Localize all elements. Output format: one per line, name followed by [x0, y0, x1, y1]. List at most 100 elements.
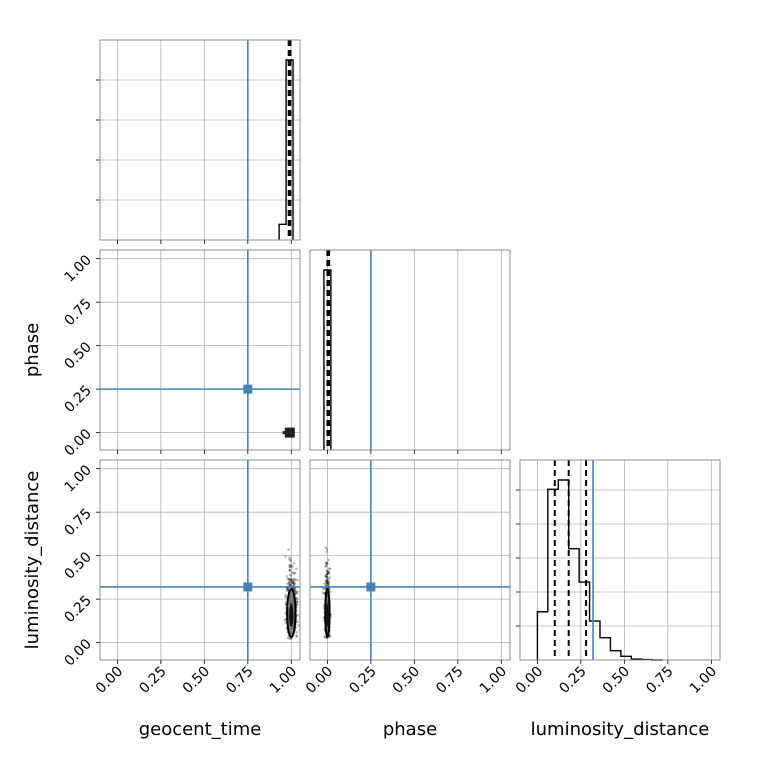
ytick-label-phase: 0.00	[61, 426, 94, 459]
sample-point	[326, 581, 329, 585]
truth-point-geocent_time_luminosity_distance	[243, 582, 253, 592]
xtick-label-phase: 1.00	[477, 664, 510, 697]
sample-point	[284, 621, 287, 624]
sample-point	[325, 572, 329, 576]
xtick-label-luminosity_distance: 0.50	[600, 664, 633, 697]
sample-point	[324, 561, 328, 565]
sample-point	[294, 578, 297, 581]
sample-point	[290, 563, 293, 567]
sample-point	[325, 569, 328, 572]
ytick-label-luminosity_distance: 0.00	[61, 636, 94, 669]
sample-point	[287, 577, 291, 580]
sample-point	[292, 562, 296, 565]
sample-point	[288, 637, 291, 640]
sample-point	[327, 571, 331, 575]
sample-point	[326, 570, 329, 573]
panel-frame-geocent_time	[99, 39, 301, 241]
xtick-label-phase: 0.25	[346, 664, 379, 697]
density-core	[326, 603, 329, 628]
sample-point	[327, 572, 330, 575]
sample-point	[294, 587, 297, 591]
sample-point	[324, 565, 327, 568]
sample-point	[326, 571, 329, 574]
sample-point	[328, 567, 332, 570]
sample-point	[284, 593, 287, 597]
sample-point	[325, 581, 329, 585]
sample-point	[292, 583, 296, 586]
sample-point	[287, 578, 291, 582]
xtick-label-geocent_time: 1.00	[267, 664, 300, 697]
ytick-label-luminosity_distance: 0.25	[61, 593, 94, 626]
sample-point	[288, 569, 291, 572]
sample-point	[286, 587, 290, 591]
sample-point	[285, 589, 288, 592]
sample-point	[323, 635, 327, 638]
xtick-label-luminosity_distance: 0.25	[556, 664, 589, 697]
sample-point	[292, 578, 295, 582]
sample-point	[295, 590, 299, 593]
sample-point	[328, 635, 331, 639]
sample-point	[293, 582, 296, 586]
sample-point	[325, 573, 328, 577]
sample-point	[294, 591, 297, 594]
sample-point	[286, 582, 289, 586]
panel-frame-geocent_time_luminosity_distance	[99, 459, 301, 661]
x-axis-label-geocent_time: geocent_time	[139, 719, 262, 740]
sample-point	[325, 578, 329, 582]
panel-frame-luminosity_distance	[519, 459, 721, 661]
sample-point	[289, 578, 293, 581]
sample-point	[325, 548, 329, 551]
sample-point	[326, 580, 329, 584]
sample-point	[289, 559, 292, 563]
sample-point	[324, 575, 328, 578]
sample-point	[325, 581, 329, 584]
panel-frame-phase	[309, 249, 511, 451]
sample-point	[286, 588, 290, 592]
sample-point	[328, 576, 332, 579]
sample-point	[290, 578, 293, 582]
panel-grid-1-0	[100, 250, 300, 450]
sample-point	[325, 581, 328, 584]
sample-point	[291, 580, 294, 584]
xtick-label-phase: 0.75	[433, 664, 466, 697]
xtick-label-luminosity_distance: 0.75	[643, 664, 676, 697]
sample-point	[291, 580, 294, 583]
sample-point	[286, 587, 289, 590]
y-axis-label-luminosity_distance: luminosity_distance	[22, 471, 43, 650]
sample-point	[289, 574, 293, 578]
panel-frame-geocent_time_phase	[99, 249, 301, 451]
sample-point	[288, 556, 291, 559]
sample-point	[326, 584, 330, 587]
sample-point	[295, 601, 299, 604]
sample-point	[291, 581, 294, 584]
sample-point	[283, 618, 286, 622]
truth-point-phase_luminosity_distance	[366, 582, 376, 592]
sample-point	[291, 565, 294, 568]
sample-point	[295, 597, 298, 600]
sample-point	[286, 577, 289, 580]
xtick-label-phase: 0.50	[390, 664, 423, 697]
sample-point	[324, 579, 328, 583]
sample-point	[328, 567, 331, 570]
sample-point	[288, 568, 291, 572]
sample-point	[327, 583, 330, 586]
ytick-label-luminosity_distance: 0.50	[61, 549, 94, 582]
sample-point	[295, 590, 298, 594]
sample-point	[295, 567, 298, 570]
sample-point	[323, 592, 326, 595]
sample-point	[326, 583, 330, 586]
sample-point	[287, 584, 291, 587]
samples-geocent_time_luminosity_distance	[283, 548, 300, 640]
sample-point	[287, 581, 291, 585]
sample-point	[285, 575, 289, 578]
sample-point	[325, 576, 328, 579]
contour-outer	[286, 588, 297, 639]
sample-point	[325, 573, 328, 576]
sample-point	[325, 562, 328, 565]
xtick-label-luminosity_distance: 0.00	[513, 664, 546, 697]
contour-outer	[324, 588, 331, 639]
sample-point	[295, 597, 298, 600]
diag-hgrid-geocent_time	[96, 79, 300, 201]
sample-point	[295, 634, 298, 637]
